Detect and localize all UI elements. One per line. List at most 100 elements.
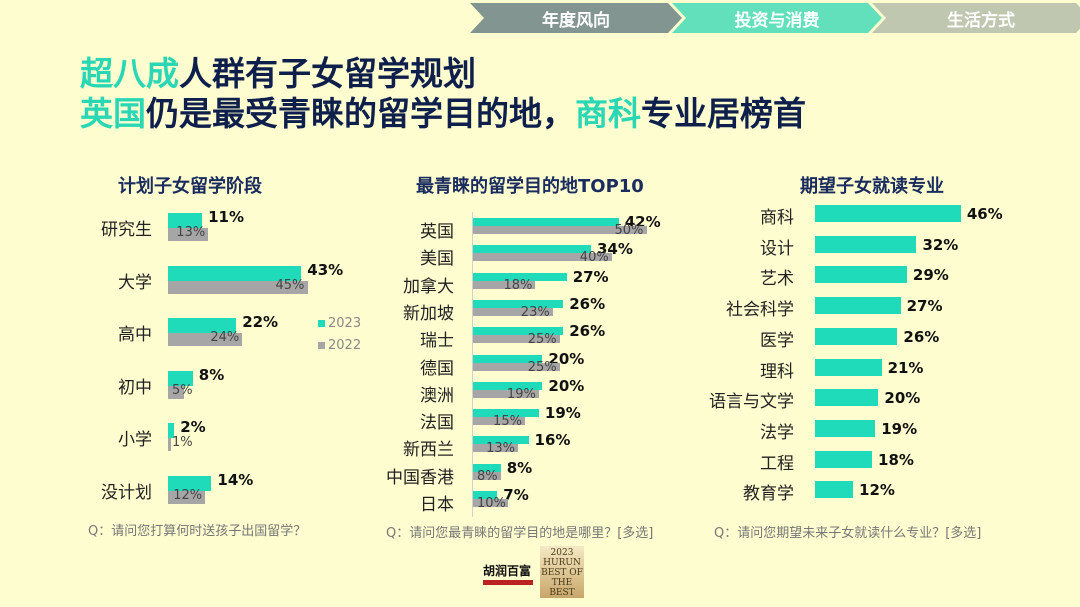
category-label: 高中 [118, 325, 152, 345]
legend-item: 2023 [318, 316, 361, 331]
category-label: 小学 [118, 430, 152, 450]
category-label: 理科 [760, 361, 794, 382]
value-2023: 2% [180, 418, 206, 436]
bar-2022 [473, 226, 647, 234]
bar-2023 [473, 381, 543, 390]
chart-title: 最青睐的留学目的地TOP10 [416, 176, 644, 197]
value-2023: 32% [922, 235, 959, 254]
category-label: 语言与文学 [709, 392, 794, 413]
bar-2023 [168, 318, 237, 333]
category-label: 中国香港 [386, 467, 454, 488]
value-2023: 26% [903, 327, 940, 346]
value-2022: 25% [527, 332, 557, 348]
value-2023: 22% [242, 313, 279, 331]
nav-tab-lifestyle[interactable]: 生活方式 [872, 3, 1080, 33]
value-2023: 27% [572, 267, 609, 286]
question-note: Q：请问您打算何时送孩子出国留学？ [88, 524, 307, 539]
bar-2022 [168, 490, 206, 504]
value-2022: 15% [493, 414, 522, 430]
bar-2022 [168, 280, 308, 294]
value-2022: 13% [486, 441, 516, 457]
category-label: 美国 [420, 249, 454, 270]
title-highlight: 商科 [575, 94, 641, 133]
value-2022: 5% [172, 382, 193, 398]
category-label: 社会科学 [726, 300, 794, 321]
bar-2022 [168, 228, 209, 241]
value-2022: 24% [210, 330, 240, 345]
best-of-best-logo: 2023 HURUN BEST OF THE BEST [540, 546, 584, 598]
value-2023: 14% [217, 470, 254, 489]
bar-2022 [473, 471, 501, 480]
bar-2023 [168, 265, 302, 281]
category-label: 教育学 [743, 484, 794, 505]
bar-2023 [168, 213, 203, 228]
bar-2023 [815, 266, 907, 284]
bar-2022 [168, 333, 243, 346]
value-2022: 12% [173, 487, 203, 503]
value-2023: 20% [884, 389, 921, 408]
legend-swatch [318, 320, 325, 327]
category-label: 日本 [420, 495, 454, 515]
bar-2023 [168, 370, 193, 386]
value-2023: 46% [966, 205, 1003, 223]
category-label: 澳洲 [420, 385, 454, 406]
category-label: 商科 [760, 208, 794, 228]
section-nav: 年度风向 投资与消费 生活方式 [470, 3, 1080, 33]
value-2022: 19% [506, 386, 536, 402]
bar-2023 [473, 299, 564, 308]
value-2023: 43% [307, 260, 344, 279]
value-2023: 26% [569, 294, 606, 313]
chart-title: 期望子女就读专业 [800, 176, 944, 197]
bar-2023 [473, 354, 543, 363]
bar-2023 [815, 358, 882, 376]
nav-tab-investment-consumption[interactable]: 投资与消费 [672, 3, 882, 33]
value-2023: 7% [503, 486, 529, 504]
bar-2022 [473, 444, 519, 453]
value-2022: 8% [477, 468, 498, 484]
nav-tab-annual-trend[interactable]: 年度风向 [470, 3, 682, 33]
value-2022: 45% [275, 277, 305, 293]
hurun-logo-text: 胡润百富 [483, 564, 532, 578]
bar-2022 [473, 389, 539, 398]
value-2023: 8% [198, 365, 225, 384]
category-label: 德国 [420, 358, 454, 379]
bar-2023 [815, 205, 961, 222]
value-2023: 18% [878, 450, 914, 469]
bar-2023 [815, 297, 901, 315]
bar-2023 [473, 491, 498, 499]
category-label: 医学 [760, 330, 794, 351]
title-text: 专业居榜首 [641, 94, 806, 133]
value-2022: 18% [503, 277, 533, 293]
category-label: 英国 [420, 222, 454, 242]
bar-2023 [473, 272, 567, 281]
value-2023: 11% [208, 208, 244, 226]
category-label: 设计 [760, 238, 794, 259]
category-label: 法学 [760, 422, 794, 443]
title-highlight: 超八成 [80, 54, 179, 93]
value-2023: 19% [881, 419, 918, 438]
value-2022: 25% [527, 359, 557, 375]
logo-best: BEST OF THE BEST [541, 568, 583, 598]
bar-2023 [473, 409, 539, 418]
value-2022: 23% [520, 304, 550, 320]
page-title: 超八成人群有子女留学规划 英国仍是最受青睐的留学目的地，商科专业居榜首 [80, 54, 806, 134]
bar-2022 [473, 335, 560, 344]
value-2023: 29% [912, 266, 949, 285]
value-2022: 50% [614, 223, 644, 238]
bar-2022 [168, 385, 184, 399]
value-2022: 13% [176, 225, 206, 240]
category-label: 加拿大 [403, 276, 454, 297]
value-2023: 27% [906, 297, 943, 316]
category-label: 没计划 [101, 482, 152, 503]
value-2023: 8% [506, 458, 533, 477]
bar-2022 [168, 438, 172, 451]
question-note: Q：请问您最青睐的留学目的地是哪里？[多选] [386, 526, 654, 541]
bar-2022 [473, 253, 612, 262]
bar-2022 [473, 417, 526, 426]
bar-2023 [473, 245, 591, 254]
category-label: 初中 [118, 377, 152, 398]
category-label: 新加坡 [403, 303, 454, 324]
title-text: 人群有子女留学规划 [179, 54, 476, 93]
hurun-logo: 胡润百富 [483, 562, 533, 586]
category-label: 研究生 [101, 220, 152, 240]
